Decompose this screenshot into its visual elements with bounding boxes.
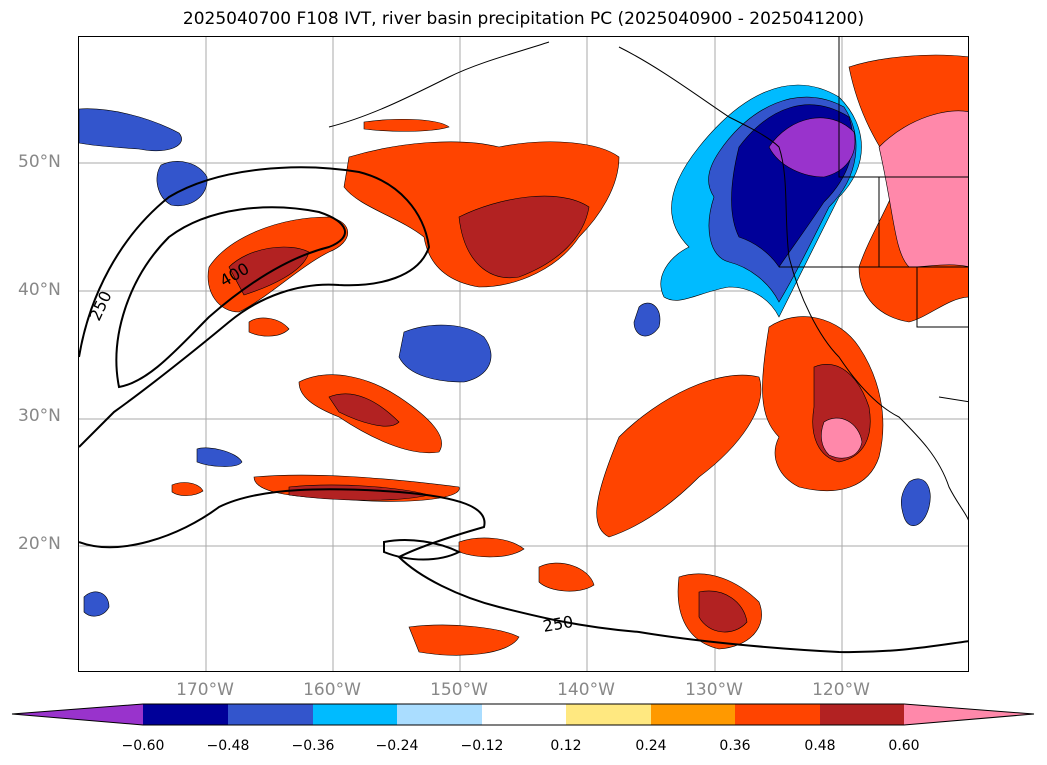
- lon-label-130w: 130°W: [685, 680, 743, 700]
- lat-label-50n: 50°N: [18, 152, 61, 172]
- colorbar-swatch-0: [12, 704, 143, 725]
- colorbar-swatch-8: [735, 704, 820, 725]
- colorbar-tick: 0.12: [550, 738, 582, 754]
- lon-label-140w: 140°W: [557, 680, 615, 700]
- colorbar-tick: 0.60: [888, 738, 920, 754]
- lon-label-120w: 120°W: [812, 680, 870, 700]
- colorbar: [11, 703, 1035, 726]
- colorbar-swatch-9: [820, 704, 904, 725]
- colorbar-tick: −0.48: [206, 738, 250, 754]
- map-title: 2025040700 F108 IVT, river basin precipi…: [182, 9, 865, 29]
- colorbar-tick: 0.36: [719, 738, 751, 754]
- coastlines: [328, 37, 968, 521]
- colorbar-tick: 0.48: [804, 738, 836, 754]
- map-svg: 250 400 250: [79, 37, 968, 671]
- colorbar-tick: −0.36: [291, 738, 335, 754]
- contour-label-group: 250 400 250: [85, 259, 574, 636]
- colorbar-swatch-7: [651, 704, 735, 725]
- colorbar-swatch-10: [904, 704, 1034, 725]
- colorbar-swatch-5: [482, 704, 566, 725]
- negative-precip-regions: [79, 84, 931, 617]
- colorbar-swatch-1: [143, 704, 228, 725]
- positive-precip-regions: [171, 54, 968, 656]
- colorbar-swatch-4: [397, 704, 482, 725]
- lat-label-20n: 20°N: [18, 534, 61, 554]
- contour-label-250-west: 250: [85, 288, 115, 324]
- map-panel: 250 400 250: [78, 36, 969, 672]
- colorbar-tick: 0.24: [635, 738, 667, 754]
- colorbar-tick: −0.60: [121, 738, 165, 754]
- ivt-contours: [79, 166, 968, 654]
- colorbar-outline: [11, 703, 1035, 726]
- contour-label-250-south: 250: [541, 612, 574, 636]
- colorbar-tick: −0.12: [460, 738, 504, 754]
- lat-label-30n: 30°N: [18, 406, 61, 426]
- colorbar-swatch-2: [228, 704, 313, 725]
- colorbar-swatch-3: [313, 704, 397, 725]
- lon-label-160w: 160°W: [303, 680, 361, 700]
- lon-label-150w: 150°W: [430, 680, 488, 700]
- colorbar-tick: −0.24: [375, 738, 419, 754]
- lat-label-40n: 40°N: [18, 280, 61, 300]
- colorbar-swatch-6: [566, 704, 651, 725]
- lon-label-170w: 170°W: [176, 680, 234, 700]
